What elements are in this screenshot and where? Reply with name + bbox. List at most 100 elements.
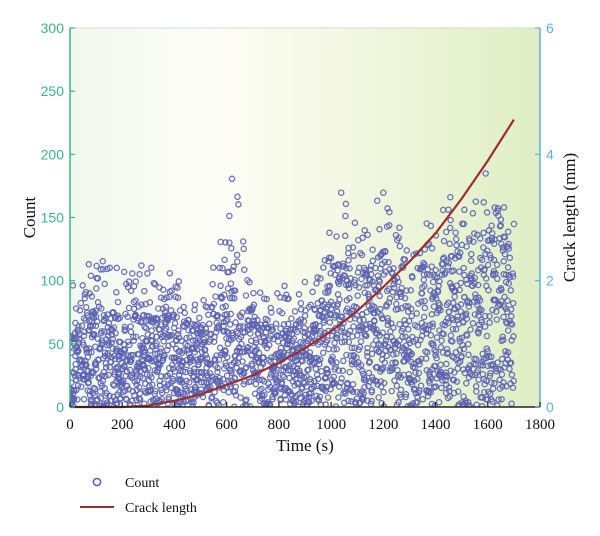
count-point: [314, 375, 322, 383]
count-point: [498, 297, 505, 305]
count-point: [216, 374, 223, 382]
count-point: [356, 317, 363, 324]
count-point: [498, 395, 505, 403]
count-point: [428, 263, 435, 270]
count-point: [507, 320, 515, 327]
count-point: [437, 306, 444, 314]
count-point: [305, 366, 312, 373]
count-point: [169, 377, 177, 385]
count-point: [373, 378, 380, 385]
count-point: [102, 364, 110, 371]
count-point: [70, 396, 78, 403]
count-point: [467, 257, 475, 265]
count-point: [333, 359, 340, 366]
count-point: [458, 352, 465, 360]
count-point: [148, 264, 155, 272]
count-point: [291, 308, 299, 315]
count-point: [85, 379, 93, 386]
count-point: [334, 267, 341, 274]
count-point: [331, 339, 338, 347]
count-point: [403, 287, 410, 294]
count-point: [357, 323, 365, 330]
count-point: [384, 321, 392, 329]
count-point: [485, 353, 493, 361]
count-point: [381, 248, 389, 256]
count-point: [498, 286, 505, 294]
count-point: [466, 362, 474, 369]
count-point: [349, 388, 357, 396]
count-point: [506, 254, 514, 262]
count-point: [93, 318, 101, 325]
x-tick-label: 1200: [368, 417, 398, 433]
count-point: [80, 332, 88, 340]
count-point: [201, 339, 209, 346]
count-point: [481, 312, 489, 320]
count-point: [486, 319, 493, 326]
count-point: [242, 292, 250, 299]
y2-axis-title: Crack length (mm): [560, 153, 579, 282]
count-point: [120, 268, 128, 276]
count-point: [307, 389, 315, 397]
count-point: [259, 360, 267, 368]
count-point: [79, 282, 86, 289]
count-point: [353, 304, 360, 311]
count-point: [345, 280, 353, 288]
count-point: [243, 364, 250, 371]
count-point: [99, 377, 107, 385]
count-point: [345, 257, 352, 264]
count-point: [367, 271, 375, 278]
count-point: [178, 337, 185, 345]
count-point: [169, 340, 176, 348]
count-point: [229, 267, 237, 274]
count-point: [371, 317, 378, 324]
count-point: [335, 367, 342, 374]
count-point: [277, 344, 285, 352]
count-point: [336, 296, 343, 303]
count-point: [256, 289, 264, 296]
count-point: [499, 333, 506, 340]
count-point: [94, 275, 102, 282]
count-point: [500, 258, 507, 265]
count-point: [444, 394, 452, 402]
count-point: [392, 359, 399, 367]
count-point: [74, 382, 82, 389]
x-axis-title: Time (s): [276, 436, 333, 455]
count-point: [358, 275, 365, 283]
count-point: [228, 245, 235, 252]
count-point: [118, 379, 126, 386]
count-point: [504, 228, 512, 236]
count-point: [119, 353, 126, 360]
count-point: [219, 304, 227, 311]
count-point: [452, 235, 460, 243]
count-point: [277, 294, 284, 301]
count-point: [438, 384, 445, 392]
count-point: [324, 369, 332, 377]
count-point: [402, 302, 409, 310]
count-point: [94, 396, 101, 403]
count-point: [337, 379, 344, 386]
count-point: [346, 327, 354, 335]
count-point: [342, 390, 349, 397]
count-point: [432, 266, 439, 274]
count-point: [445, 206, 452, 213]
count-point: [386, 208, 393, 216]
count-point: [338, 338, 346, 346]
count-point: [159, 286, 167, 293]
count-point: [214, 368, 221, 376]
count-point: [244, 344, 252, 351]
count-point: [210, 300, 218, 308]
count-point: [432, 383, 440, 390]
count-point: [313, 371, 321, 379]
count-point: [247, 378, 255, 385]
count-point: [193, 346, 201, 353]
count-point: [281, 282, 288, 290]
count-point: [443, 345, 451, 353]
count-point: [219, 398, 227, 406]
count-point: [183, 334, 190, 342]
count-point: [168, 287, 175, 294]
y2-tick-label: 0: [546, 399, 554, 415]
count-point: [260, 354, 267, 361]
count-point: [101, 349, 109, 356]
count-point: [413, 399, 421, 406]
count-point: [500, 313, 507, 321]
